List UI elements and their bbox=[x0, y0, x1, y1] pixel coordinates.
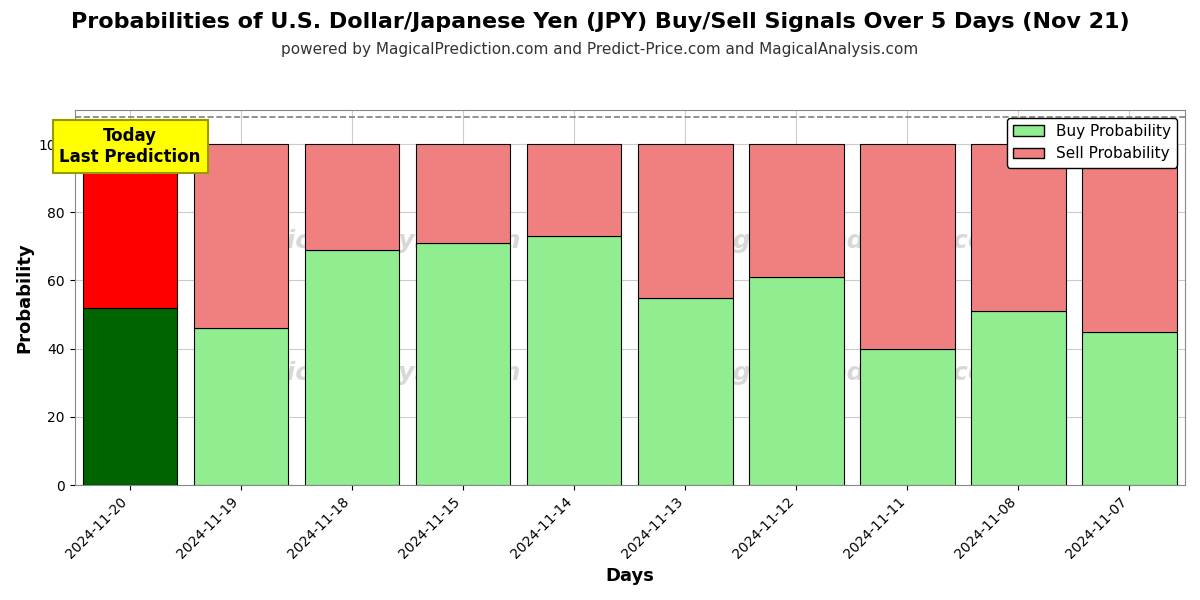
Text: MagicalAnalysis.com: MagicalAnalysis.com bbox=[228, 361, 521, 385]
Bar bbox=[83, 144, 178, 308]
Bar bbox=[971, 311, 1066, 485]
Bar bbox=[416, 144, 510, 243]
Bar bbox=[971, 144, 1066, 311]
Bar bbox=[194, 328, 288, 485]
Bar bbox=[860, 144, 955, 349]
Bar bbox=[305, 250, 400, 485]
X-axis label: Days: Days bbox=[605, 567, 654, 585]
Text: MagicalAnalysis.com: MagicalAnalysis.com bbox=[228, 229, 521, 253]
Y-axis label: Probability: Probability bbox=[16, 242, 34, 353]
Text: Today
Last Prediction: Today Last Prediction bbox=[60, 127, 200, 166]
Bar bbox=[638, 298, 732, 485]
Text: Probabilities of U.S. Dollar/Japanese Yen (JPY) Buy/Sell Signals Over 5 Days (No: Probabilities of U.S. Dollar/Japanese Ye… bbox=[71, 12, 1129, 32]
Text: powered by MagicalPrediction.com and Predict-Price.com and MagicalAnalysis.com: powered by MagicalPrediction.com and Pre… bbox=[281, 42, 919, 57]
Bar bbox=[749, 277, 844, 485]
Bar bbox=[83, 308, 178, 485]
Bar bbox=[194, 144, 288, 328]
Text: MagicalPrediction.com: MagicalPrediction.com bbox=[692, 361, 1012, 385]
Bar bbox=[527, 144, 622, 236]
Bar bbox=[416, 243, 510, 485]
Text: MagicalPrediction.com: MagicalPrediction.com bbox=[692, 229, 1012, 253]
Bar bbox=[1082, 144, 1177, 332]
Bar bbox=[860, 349, 955, 485]
Bar bbox=[1082, 332, 1177, 485]
Bar bbox=[527, 236, 622, 485]
Bar bbox=[749, 144, 844, 277]
Legend: Buy Probability, Sell Probability: Buy Probability, Sell Probability bbox=[1007, 118, 1177, 167]
Bar bbox=[305, 144, 400, 250]
Bar bbox=[638, 144, 732, 298]
